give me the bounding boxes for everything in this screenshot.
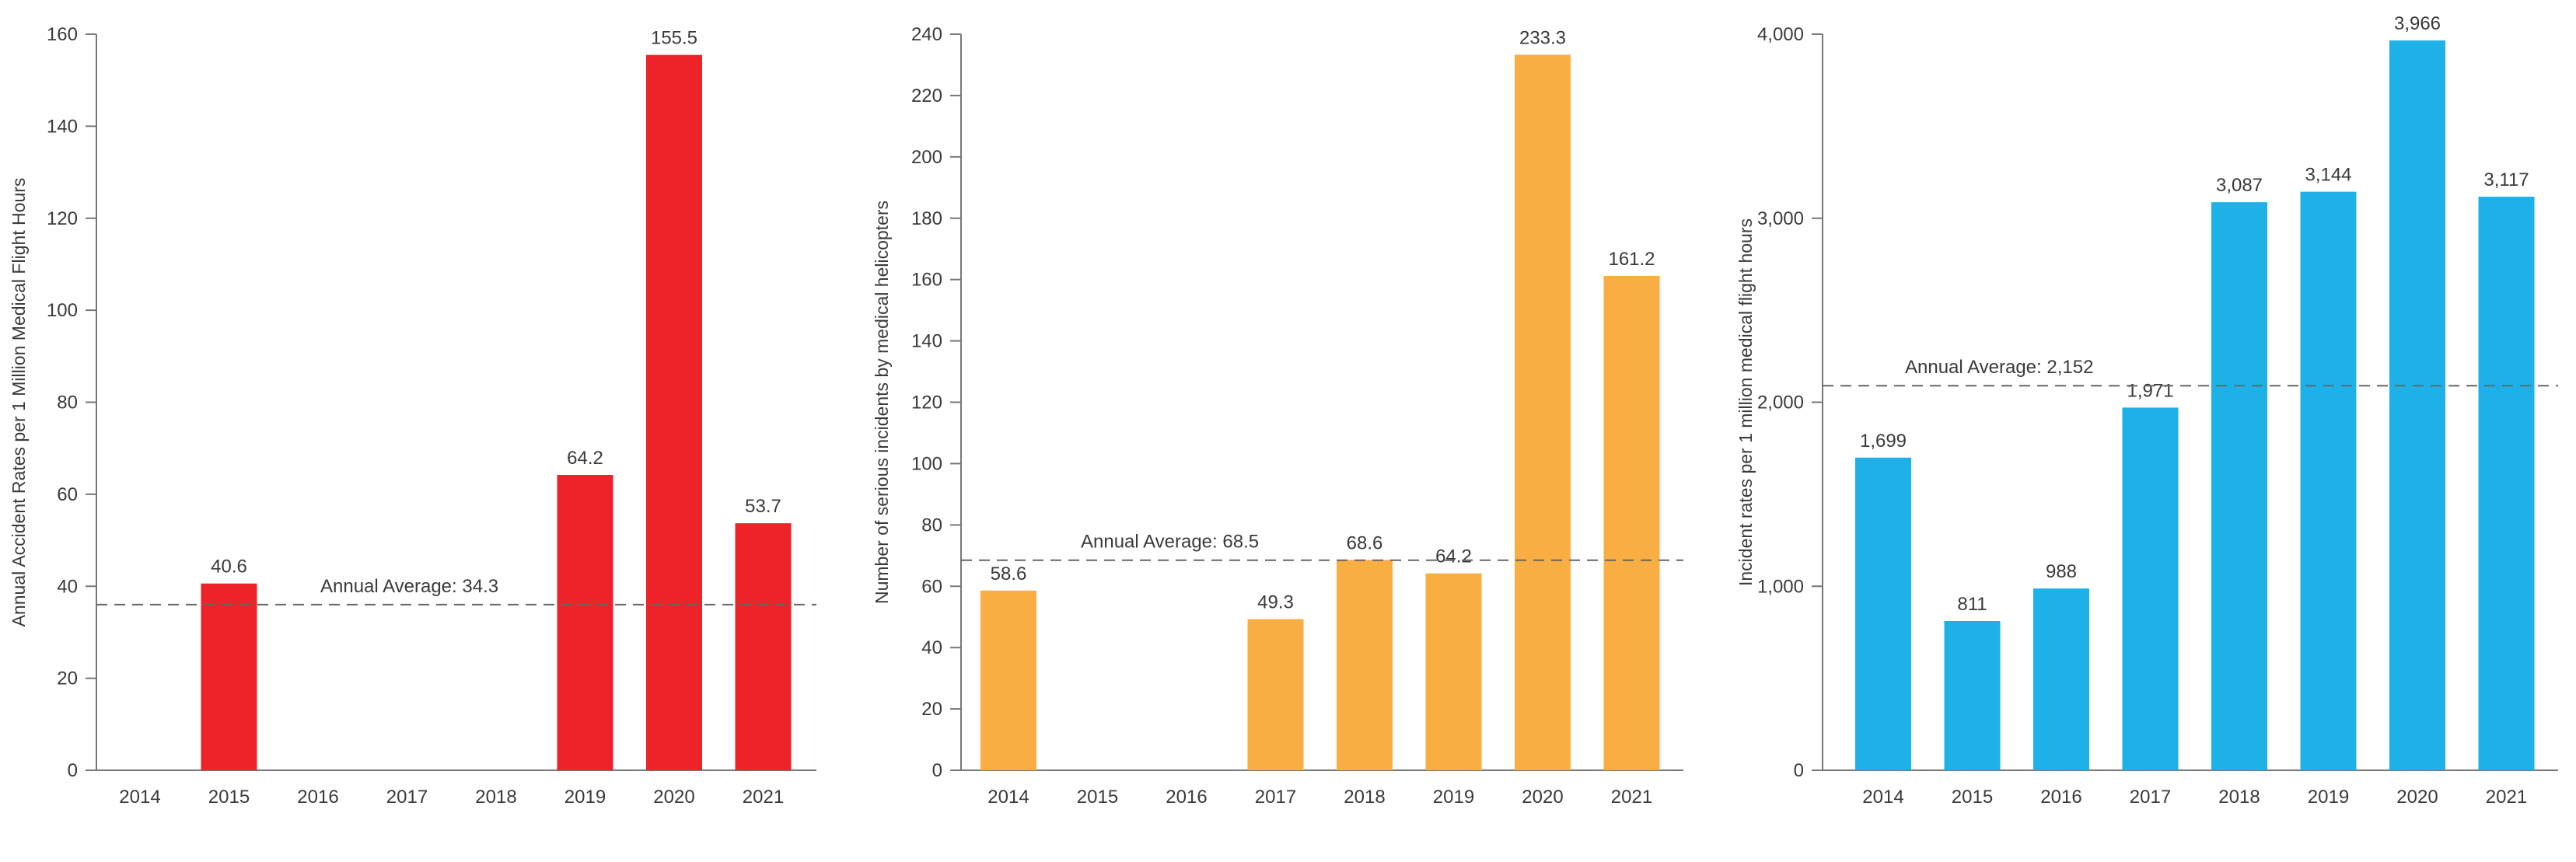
bar-2014	[980, 590, 1036, 770]
y-tick-label: 80	[57, 393, 78, 414]
data-label-2014: 58.6	[991, 564, 1027, 585]
data-label-2017: 49.3	[1257, 592, 1294, 612]
chart-3: 0 1,000 2,000 3,000 4,000 Incident rates per …	[1735, 13, 2558, 808]
x-tick-label: 2014	[119, 787, 160, 808]
bar-2020	[2389, 40, 2445, 770]
average-label: Annual Average: 34.3	[320, 576, 498, 597]
x-tick-label: 2018	[2218, 787, 2260, 808]
y-tick-label: 160	[47, 24, 78, 45]
data-label-2020: 3,966	[2394, 13, 2441, 34]
y-axis-title: Incident rates per 1 million medical fli…	[1735, 218, 1756, 586]
bar-2017	[1247, 619, 1304, 770]
data-label-2016: 988	[2046, 561, 2077, 582]
y-tick-label: 60	[921, 576, 942, 597]
x-tick-label: 2017	[1255, 787, 1296, 808]
bar-2018	[2211, 202, 2267, 771]
y-tick-label: 120	[47, 208, 78, 229]
y-tick-label: 80	[921, 515, 942, 536]
x-tick-label: 2016	[2040, 787, 2081, 808]
data-label-2021: 53.7	[745, 496, 781, 517]
y-axis-title: Number of serious incidents by medical h…	[872, 201, 892, 604]
y-tick-label: 0	[1794, 760, 1804, 781]
x-tick-label: 2014	[987, 787, 1029, 808]
data-label-2019: 64.2	[567, 448, 603, 469]
bar-2020	[646, 54, 702, 770]
bar-2018	[1337, 560, 1393, 770]
x-tick-label: 2018	[475, 787, 516, 808]
bar-2020	[1515, 54, 1571, 771]
bar-2019	[1425, 573, 1482, 770]
y-tick-label: 100	[47, 300, 78, 321]
data-label-2019: 3,144	[2305, 165, 2351, 186]
y-tick-label: 2,000	[1757, 393, 1804, 414]
x-tick-label: 2021	[2486, 787, 2527, 808]
data-label-2019: 64.2	[1435, 546, 1472, 567]
y-tick-label: 200	[911, 147, 942, 168]
x-tick-label: 2020	[1522, 787, 1563, 808]
bar-2015	[201, 583, 257, 770]
y-tick-label: 240	[911, 24, 942, 45]
x-tick-label: 2018	[1344, 787, 1385, 808]
data-label-2021: 3,117	[2483, 169, 2529, 190]
y-tick-label: 60	[57, 484, 78, 505]
average-label: Annual Average: 2,152	[1905, 357, 2093, 378]
bar-2021	[735, 523, 792, 770]
data-label-2015: 40.6	[211, 557, 247, 578]
y-tick-label: 1,000	[1757, 576, 1804, 597]
x-tick-label: 2015	[1952, 787, 1993, 808]
bar-2017	[2122, 407, 2179, 770]
bar-2014	[1855, 457, 1911, 770]
x-tick-label: 2019	[1433, 787, 1474, 808]
y-tick-label: 20	[921, 699, 942, 720]
y-tick-label: 100	[911, 453, 942, 474]
y-tick-label: 0	[68, 760, 78, 781]
y-tick-label: 140	[911, 331, 942, 352]
y-tick-label: 180	[911, 208, 942, 229]
x-tick-label: 2015	[208, 787, 250, 808]
y-tick-label: 4,000	[1757, 24, 1804, 45]
data-label-2014: 1,699	[1860, 431, 1907, 452]
y-tick-label: 160	[911, 270, 942, 291]
average-label: Annual Average: 68.5	[1081, 532, 1259, 553]
chart-1: 0 20 40 60 80 100 120 140 160 Annual Accident Rat…	[9, 24, 816, 808]
y-tick-label: 40	[57, 576, 78, 597]
y-tick-label: 140	[47, 116, 78, 137]
bar-2021	[1603, 275, 1660, 771]
data-label-2020: 155.5	[651, 28, 697, 49]
x-tick-label: 2020	[653, 787, 694, 808]
chart-2: 0 20 40 60 80 100 120 140 160 180 200 220 240 Number …	[872, 24, 1683, 808]
data-label-2017: 1,971	[2127, 380, 2173, 401]
x-tick-label: 2017	[2130, 787, 2171, 808]
y-tick-label: 0	[932, 760, 942, 781]
y-tick-label: 3,000	[1757, 208, 1804, 229]
x-tick-label: 2021	[1611, 787, 1652, 808]
y-axis-title: Annual Accident Rates per 1 Million Medi…	[9, 178, 29, 627]
y-tick-label: 220	[911, 86, 942, 106]
x-tick-label: 2014	[1862, 787, 1903, 808]
x-tick-label: 2016	[1166, 787, 1207, 808]
data-label-2021: 161.2	[1608, 249, 1655, 270]
bar-2019	[557, 475, 613, 770]
y-tick-label: 40	[921, 637, 942, 658]
x-tick-label: 2017	[386, 787, 428, 808]
x-tick-label: 2016	[297, 787, 338, 808]
data-label-2015: 811	[1957, 594, 1987, 615]
data-label-2018: 3,087	[2216, 175, 2263, 196]
data-label-2018: 68.6	[1347, 532, 1383, 553]
x-tick-label: 2015	[1077, 787, 1118, 808]
y-tick-label: 120	[911, 393, 942, 414]
data-label-2020: 233.3	[1519, 27, 1566, 48]
bar-2021	[2478, 197, 2535, 771]
bar-2015	[1944, 620, 2001, 770]
bar-2016	[2033, 588, 2089, 770]
x-tick-label: 2021	[743, 787, 784, 808]
bar-2019	[2300, 191, 2357, 770]
y-tick-label: 20	[57, 668, 78, 689]
x-tick-label: 2019	[564, 787, 606, 808]
x-tick-label: 2019	[2308, 787, 2349, 808]
x-tick-label: 2020	[2396, 787, 2438, 808]
